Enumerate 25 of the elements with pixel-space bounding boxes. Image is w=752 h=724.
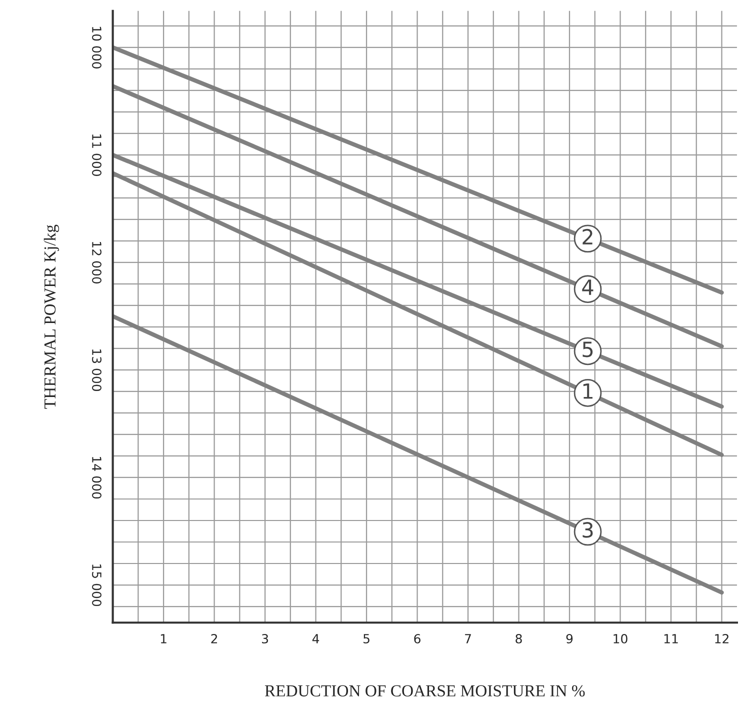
series-label: 5	[582, 342, 593, 358]
series-label: 1	[583, 383, 592, 399]
y-tick-label: 10 000	[92, 26, 102, 68]
y-tick-label: 15 000	[92, 564, 102, 606]
y-tick-label: 12 000	[92, 242, 102, 284]
x-tick-label: 1	[160, 634, 166, 644]
x-tick-label: 8	[516, 634, 522, 644]
y-tick-label: 11 000	[92, 134, 102, 176]
x-tick-label: 11	[664, 634, 678, 644]
series-label: 4	[582, 280, 594, 295]
y-tick-label: 14 000	[92, 456, 102, 499]
x-tick-label: 2	[211, 634, 218, 644]
x-tick-label: 3	[262, 634, 268, 644]
x-tick-label: 12	[715, 634, 728, 644]
x-tick-label: 4	[312, 634, 320, 644]
x-tick-label: 6	[414, 634, 420, 644]
x-tick-label: 9	[566, 634, 573, 644]
y-axis-title: THERMAL POWER Kj/kg	[44, 224, 60, 409]
x-axis-title: REDUCTION OF COARSE MOISTURE IN %	[264, 685, 585, 697]
series-label: 3	[582, 522, 593, 538]
x-tick-label: 5	[364, 634, 370, 644]
x-tick-label: 7	[465, 634, 471, 644]
y-tick-label: 13 000	[92, 349, 102, 392]
series-label: 2	[582, 228, 592, 244]
x-tick-label: 10	[614, 634, 628, 644]
